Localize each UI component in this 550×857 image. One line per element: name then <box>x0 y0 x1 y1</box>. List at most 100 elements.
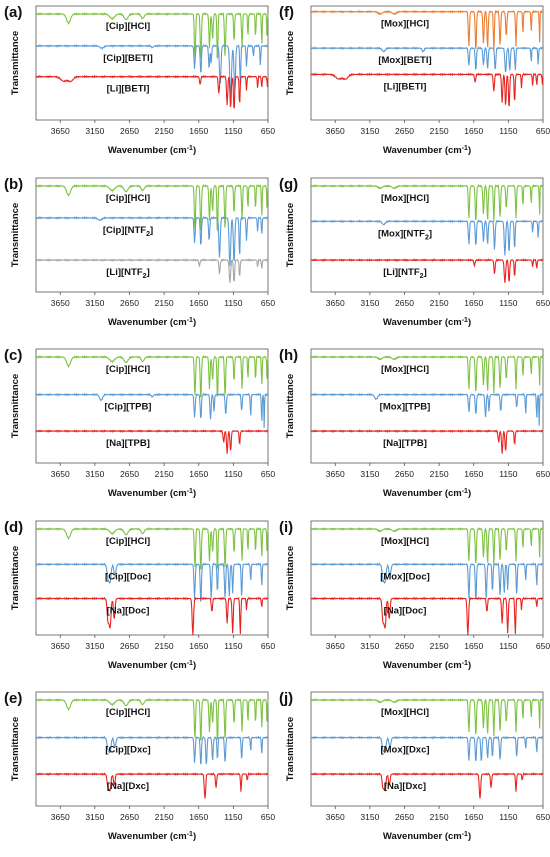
x-tick-label: 650 <box>261 298 275 308</box>
spectrum-line <box>35 74 269 109</box>
x-tick-label: 650 <box>536 126 550 136</box>
panel-label: (i) <box>279 519 293 536</box>
x-tick-label: 3150 <box>85 812 104 822</box>
x-axis-label: Wavenumber (cm-1) <box>383 317 471 328</box>
spectrum-line <box>310 355 544 394</box>
x-tick-label: 2150 <box>155 126 174 136</box>
x-tick-label: 1150 <box>499 641 518 651</box>
panel-label: (e) <box>4 690 22 707</box>
x-tick-label: 650 <box>261 126 275 136</box>
x-tick-label: 2650 <box>395 126 414 136</box>
series-label: [Mox][HCl] <box>381 536 429 547</box>
x-tick-label: 1150 <box>224 298 243 308</box>
panel-label: (b) <box>4 176 23 193</box>
panel-label: (f) <box>279 4 294 21</box>
y-axis-label: Transmittance <box>285 717 296 781</box>
series-label: [Cip][HCl] <box>106 364 150 375</box>
spectrum-line <box>310 698 544 737</box>
panel-i: (i) Transmittance 3650 3150 2650 2150 1650 1150… <box>279 519 550 671</box>
series-label: [Cip][Doc] <box>105 571 151 582</box>
panel-label: (g) <box>279 176 298 193</box>
series-label: [Mox][TPB] <box>380 402 431 413</box>
plot-frame <box>35 691 269 807</box>
spectrum-line <box>310 562 544 599</box>
y-axis-label: Transmittance <box>285 31 296 95</box>
x-tick-label: 2650 <box>120 812 139 822</box>
series-label: [Li][BETI] <box>384 81 427 92</box>
x-axis-label: Wavenumber (cm-1) <box>383 488 471 499</box>
spectrum-line <box>35 215 269 266</box>
x-tick-label: 2150 <box>155 641 174 651</box>
spectrum-line <box>310 258 544 283</box>
x-tick-label: 2150 <box>430 126 449 136</box>
x-axis-label: Wavenumber (cm-1) <box>383 145 471 156</box>
y-axis-label: Transmittance <box>285 374 296 438</box>
x-tick-label: 2650 <box>395 641 414 651</box>
x-tick-label: 3650 <box>326 812 345 822</box>
series-label: [Cip][Dxc] <box>105 745 150 756</box>
x-axis-label: Wavenumber (cm-1) <box>108 488 196 499</box>
plot-frame <box>35 348 269 464</box>
panel-label: (h) <box>279 347 298 364</box>
spectrum-line <box>35 184 269 231</box>
x-tick-label: 2150 <box>430 469 449 479</box>
spectrum-line <box>310 772 544 799</box>
x-tick-label: 2650 <box>395 812 414 822</box>
x-tick-label: 1650 <box>189 812 208 822</box>
spectrum-line <box>310 9 544 52</box>
x-tick-label: 650 <box>261 641 275 651</box>
spectrum-line <box>310 72 544 107</box>
x-tick-label: 2650 <box>120 126 139 136</box>
spectrum-line <box>35 735 269 765</box>
panel-g: (g) Transmittance 3650 3150 2650 2150 1650 1150… <box>279 176 550 328</box>
x-tick-label: 3650 <box>326 298 345 308</box>
series-label: [Cip][HCl] <box>106 536 150 547</box>
x-tick-label: 3150 <box>85 469 104 479</box>
panel-f: (f) Transmittance 3650 3150 2650 2150 1650 1150… <box>279 4 550 156</box>
spectrum-line <box>35 772 269 799</box>
x-tick-label: 650 <box>536 641 550 651</box>
series-label: [Cip][BETI] <box>103 53 153 64</box>
x-axis-label: Wavenumber (cm-1) <box>108 145 196 156</box>
x-tick-label: 3150 <box>85 298 104 308</box>
series-label: [Cip][HCl] <box>106 707 150 718</box>
x-tick-label: 3150 <box>360 298 379 308</box>
x-tick-label: 650 <box>261 812 275 822</box>
spectrum-line <box>310 184 544 223</box>
x-tick-label: 1650 <box>189 469 208 479</box>
plot-frame <box>310 5 544 121</box>
series-label: [Cip][HCl] <box>106 193 150 204</box>
series-label: [Mox][Dxc] <box>380 745 429 756</box>
x-tick-label: 3650 <box>51 469 70 479</box>
plot-frame <box>35 520 269 636</box>
series-label: [Mox][BETI] <box>378 55 431 66</box>
x-tick-label: 2150 <box>430 298 449 308</box>
x-tick-label: 650 <box>536 812 550 822</box>
spectrum-line <box>35 429 269 454</box>
spectrum-line <box>35 527 269 570</box>
series-label: [Mox][Doc] <box>380 571 430 582</box>
x-tick-label: 1150 <box>499 298 518 308</box>
panel-b: (b) Transmittance 3650 3150 2650 2150 1650 1150… <box>4 176 275 328</box>
y-axis-label: Transmittance <box>285 203 296 267</box>
panel-label: (j) <box>279 690 293 707</box>
plot-frame <box>35 5 269 121</box>
series-label: [Cip][TPB] <box>105 402 152 413</box>
spectrum-line <box>35 258 269 283</box>
x-axis-label: Wavenumber (cm-1) <box>108 317 196 328</box>
x-tick-label: 2150 <box>430 641 449 651</box>
x-tick-label: 1150 <box>224 641 243 651</box>
panel-c: (c) Transmittance 3650 3150 2650 2150 1650 1150… <box>4 347 275 499</box>
series-label: [Mox][HCl] <box>381 364 429 375</box>
x-axis-label: Wavenumber (cm-1) <box>383 831 471 842</box>
x-tick-label: 2150 <box>155 469 174 479</box>
panel-a: (a) Transmittance 3650 3150 2650 2150 1650 1150… <box>4 4 275 156</box>
series-label: [Na][Dxc] <box>107 781 149 792</box>
x-tick-label: 2150 <box>155 298 174 308</box>
panel-h: (h) Transmittance 3650 3150 2650 2150 1650 1150… <box>279 347 550 499</box>
spectrum-line <box>310 527 544 566</box>
spectrum-line <box>310 735 544 762</box>
series-label: [Mox][NTF2] <box>378 228 432 241</box>
x-tick-label: 3150 <box>85 126 104 136</box>
